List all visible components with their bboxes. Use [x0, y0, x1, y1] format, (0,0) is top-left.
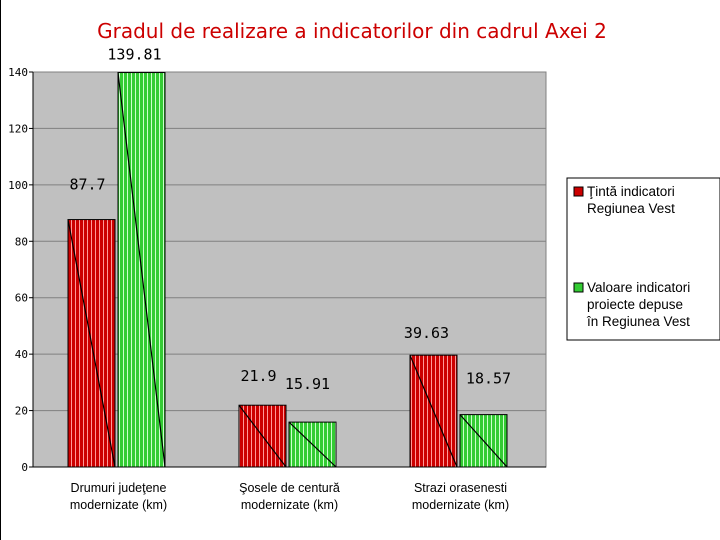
bar	[67, 219, 116, 468]
y-tick-label: 140	[8, 66, 28, 79]
y-tick-label: 120	[8, 122, 28, 135]
bar	[409, 354, 458, 468]
legend-swatch	[573, 186, 584, 197]
legend-label: Valoare indicatori proiecte depuse în Regi…	[586, 280, 690, 329]
category-label: Drumuri judeţene modernizate (km)	[70, 481, 167, 512]
legend-label-line: Valoare indicatori	[587, 280, 690, 295]
category-label: Şosele de centură modernizate (km)	[239, 481, 340, 512]
bar-diagonal	[409, 354, 458, 468]
data-label: 87.7	[69, 176, 105, 194]
chart-title: Gradul de realizare a indicatorilor din …	[97, 19, 607, 43]
bar-diagonal	[459, 414, 508, 468]
y-tick-label: 60	[15, 292, 28, 305]
category-label: Strazi orasenesti modernizate (km)	[412, 481, 509, 512]
data-label: 18.57	[466, 370, 511, 388]
category-label-line: Strazi orasenesti	[414, 481, 507, 495]
data-label: 139.81	[107, 46, 161, 64]
bar-diagonal	[117, 72, 166, 468]
legend-label-line: proiecte depuse	[587, 297, 683, 312]
legend-label-line: Regiunea Vest	[587, 201, 675, 216]
y-tick-label: 40	[15, 348, 28, 361]
category-label-line: modernizate (km)	[70, 498, 167, 512]
bar	[459, 414, 508, 468]
bar	[238, 404, 287, 468]
category-label-line: Şosele de centură	[239, 481, 340, 495]
y-tick-label: 100	[8, 179, 28, 192]
bar	[117, 72, 166, 468]
bar-diagonal	[67, 219, 116, 468]
y-tick-label: 20	[15, 405, 28, 418]
legend-box	[566, 177, 720, 341]
bar-diagonal	[238, 404, 287, 468]
y-tick-label: 0	[21, 461, 28, 474]
data-label: 21.9	[240, 367, 276, 385]
bar-diagonal	[288, 421, 337, 468]
legend-label-line: în Regiunea Vest	[586, 314, 690, 329]
legend-label-line: Ţintă indicatori	[587, 184, 675, 199]
y-tick-label: 80	[15, 235, 28, 248]
data-label: 15.91	[285, 375, 330, 393]
legend-label: Ţintă indicatori Regiunea Vest	[587, 184, 675, 216]
bar	[288, 421, 337, 468]
data-label: 39.63	[404, 324, 449, 342]
category-label-line: modernizate (km)	[241, 498, 338, 512]
category-label-line: modernizate (km)	[412, 498, 509, 512]
category-label-line: Drumuri judeţene	[71, 481, 167, 495]
legend-swatch	[573, 282, 584, 293]
